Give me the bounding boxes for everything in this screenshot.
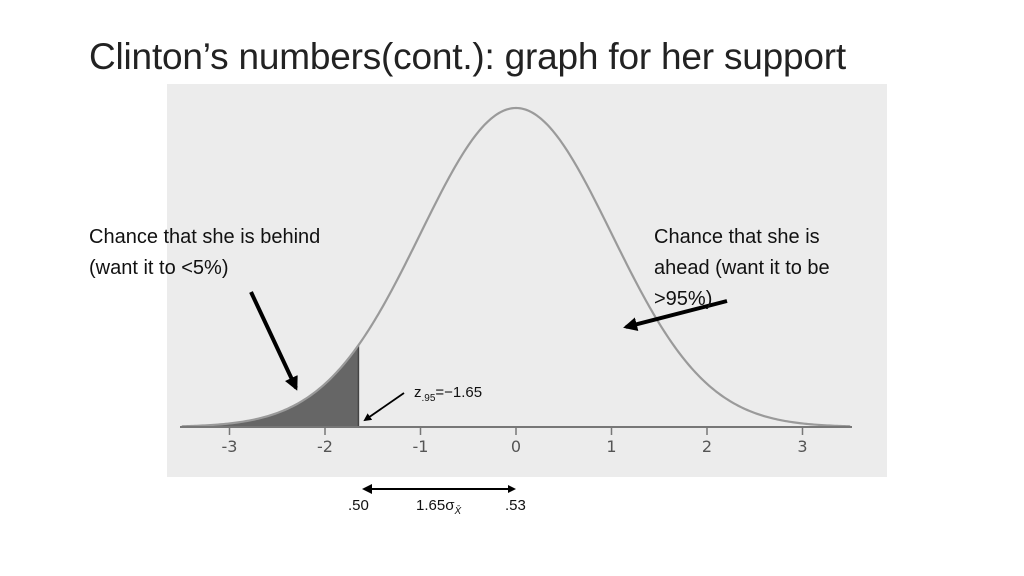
margin-label-subscript: X̄ xyxy=(454,506,462,517)
x-tick-label: -1 xyxy=(413,437,429,456)
x-tick-label: 3 xyxy=(797,437,807,456)
x-tick-label: 0 xyxy=(511,437,521,456)
x-tick-label: 1 xyxy=(606,437,616,456)
ahead-annotation-line3: >95%) xyxy=(654,288,713,310)
behind-annotation: Chance that she is behind (want it to <5… xyxy=(89,222,379,284)
behind-annotation-line1: Chance that she is behind xyxy=(89,226,321,248)
shaded-tail-area xyxy=(181,345,359,427)
ahead-annotation-line2: ahead (want it to be xyxy=(654,257,830,279)
upper-proportion-label: .53 xyxy=(505,497,526,514)
lower-proportion-label: .50 xyxy=(348,497,369,514)
z-value-arrow xyxy=(363,392,405,422)
ahead-annotation-line1: Chance that she is xyxy=(654,226,820,248)
x-tick-label: 2 xyxy=(702,437,712,456)
z-subscript: .95 xyxy=(421,393,436,404)
ahead-annotation: Chance that she is ahead (want it to be … xyxy=(654,222,884,315)
left-annotation-arrow xyxy=(249,291,298,391)
critical-z-label: z.95=−1.65 xyxy=(414,384,483,404)
behind-annotation-line2: (want it to <5%) xyxy=(89,257,229,279)
normal-curve-line xyxy=(181,106,851,428)
z-value: =−1.65 xyxy=(435,384,483,401)
x-tick-label: -3 xyxy=(222,437,238,456)
margin-label: 1.65σX̄ xyxy=(416,497,462,517)
slide-title: Clinton’s numbers(cont.): graph for her … xyxy=(89,36,847,77)
x-tick-label: -2 xyxy=(317,437,333,456)
margin-label-prefix: 1.65σ xyxy=(416,497,455,514)
normal-curve-chart: -3 -2 -1 0 1 2 3 xyxy=(180,106,852,456)
z-symbol: z xyxy=(414,384,422,401)
right-annotation-arrow xyxy=(623,299,728,332)
